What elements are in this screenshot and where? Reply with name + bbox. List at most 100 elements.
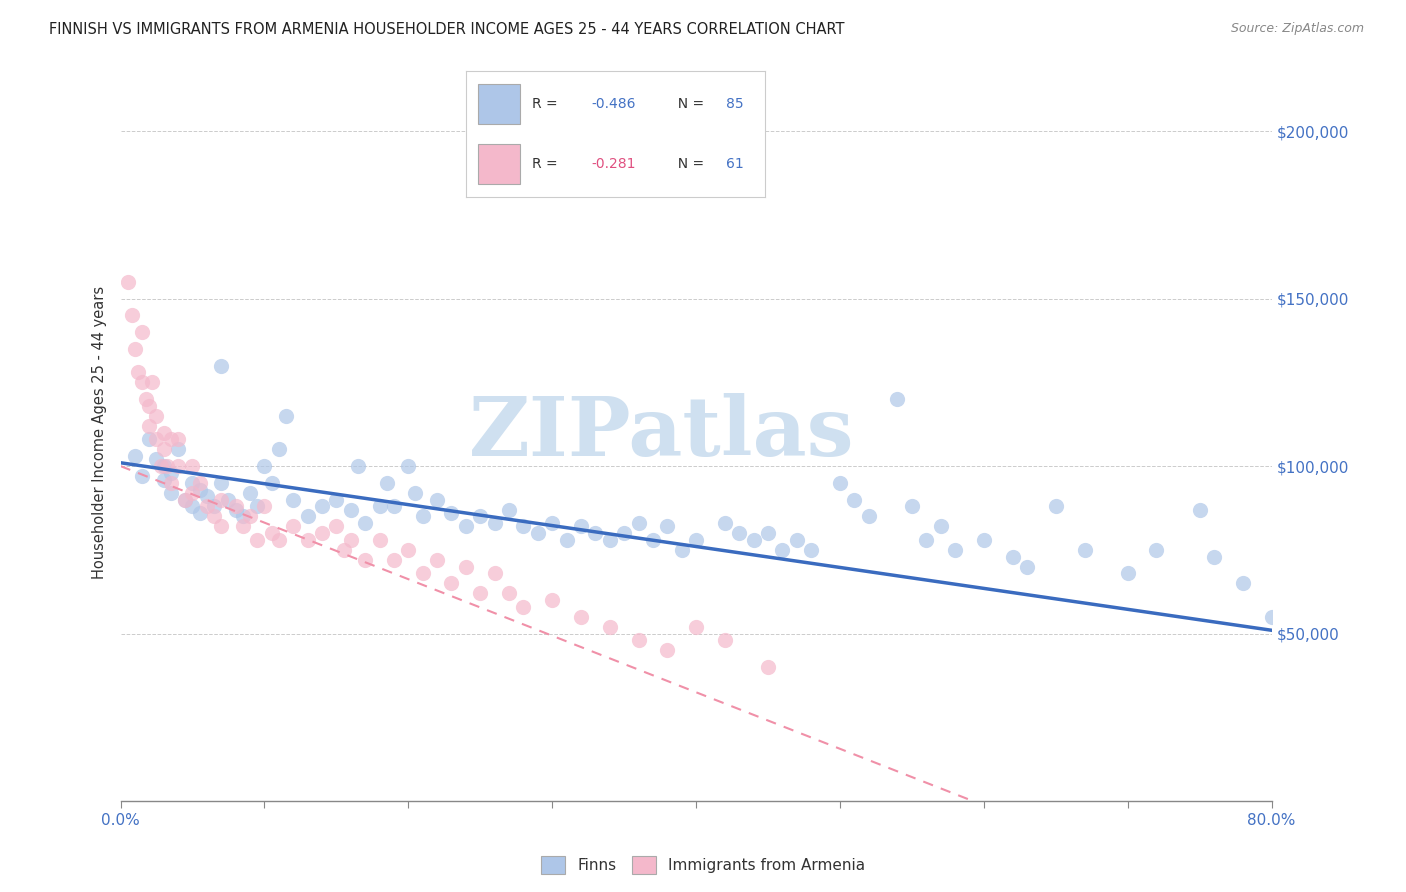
Point — [484, 516, 506, 530]
Point — [756, 526, 779, 541]
Point — [121, 309, 143, 323]
Point — [239, 509, 262, 524]
Point — [131, 325, 153, 339]
Point — [167, 432, 190, 446]
Point — [368, 533, 391, 547]
Point — [135, 392, 157, 406]
Point — [188, 483, 211, 497]
Point — [498, 586, 520, 600]
Point — [232, 519, 254, 533]
Point — [253, 459, 276, 474]
Point — [454, 519, 477, 533]
Point — [217, 492, 239, 507]
Point — [160, 475, 183, 490]
Point — [141, 376, 163, 390]
Point — [124, 449, 146, 463]
Point — [311, 526, 333, 541]
Point — [412, 509, 434, 524]
Point — [339, 502, 361, 516]
Point — [396, 542, 419, 557]
Point — [800, 542, 823, 557]
Point — [1188, 502, 1211, 516]
Point — [1001, 549, 1024, 564]
Point — [901, 500, 924, 514]
Point — [297, 533, 319, 547]
Point — [973, 533, 995, 547]
Point — [484, 566, 506, 581]
Point — [260, 475, 283, 490]
Point — [195, 489, 218, 503]
Point — [583, 526, 606, 541]
Point — [1260, 610, 1282, 624]
Point — [155, 459, 177, 474]
Point — [174, 492, 197, 507]
Point — [512, 599, 534, 614]
Point — [145, 432, 167, 446]
Point — [354, 553, 377, 567]
Point — [260, 526, 283, 541]
Point — [382, 500, 405, 514]
Point — [641, 533, 664, 547]
Point — [145, 452, 167, 467]
Point — [138, 399, 160, 413]
Point — [267, 533, 290, 547]
Point — [756, 660, 779, 674]
Point — [555, 533, 578, 547]
Legend: Finns, Immigrants from Armenia: Finns, Immigrants from Armenia — [534, 850, 872, 880]
Point — [145, 409, 167, 423]
Point — [396, 459, 419, 474]
Point — [426, 492, 449, 507]
Point — [209, 359, 232, 373]
Text: Source: ZipAtlas.com: Source: ZipAtlas.com — [1230, 22, 1364, 36]
Point — [274, 409, 297, 423]
Point — [195, 500, 218, 514]
Y-axis label: Householder Income Ages 25 - 44 years: Householder Income Ages 25 - 44 years — [93, 286, 107, 579]
Point — [232, 509, 254, 524]
Point — [1045, 500, 1067, 514]
Point — [1232, 576, 1254, 591]
Point — [202, 500, 225, 514]
Point — [138, 418, 160, 433]
Point — [283, 492, 305, 507]
Point — [188, 506, 211, 520]
Point — [470, 509, 492, 524]
Point — [368, 500, 391, 514]
Point — [332, 542, 354, 557]
Point — [599, 533, 621, 547]
Point — [117, 275, 139, 289]
Point — [657, 643, 679, 657]
Point — [246, 500, 269, 514]
Point — [569, 519, 592, 533]
Point — [714, 516, 737, 530]
Point — [844, 492, 866, 507]
Point — [1073, 542, 1095, 557]
Point — [426, 553, 449, 567]
Point — [354, 516, 377, 530]
Point — [929, 519, 952, 533]
Point — [541, 516, 564, 530]
Point — [599, 620, 621, 634]
Point — [152, 425, 174, 440]
Point — [440, 506, 463, 520]
Point — [152, 473, 174, 487]
Point — [181, 459, 204, 474]
Point — [152, 459, 174, 474]
Point — [246, 533, 269, 547]
Point — [786, 533, 808, 547]
Point — [167, 442, 190, 457]
Point — [440, 576, 463, 591]
Point — [470, 586, 492, 600]
Point — [1202, 549, 1225, 564]
Point — [569, 610, 592, 624]
Point — [138, 432, 160, 446]
Point — [152, 442, 174, 457]
Point — [311, 500, 333, 514]
Point — [714, 633, 737, 648]
Point — [325, 492, 347, 507]
Point — [541, 593, 564, 607]
Point — [131, 376, 153, 390]
Point — [512, 519, 534, 533]
Point — [181, 486, 204, 500]
Point — [613, 526, 636, 541]
Point — [915, 533, 938, 547]
